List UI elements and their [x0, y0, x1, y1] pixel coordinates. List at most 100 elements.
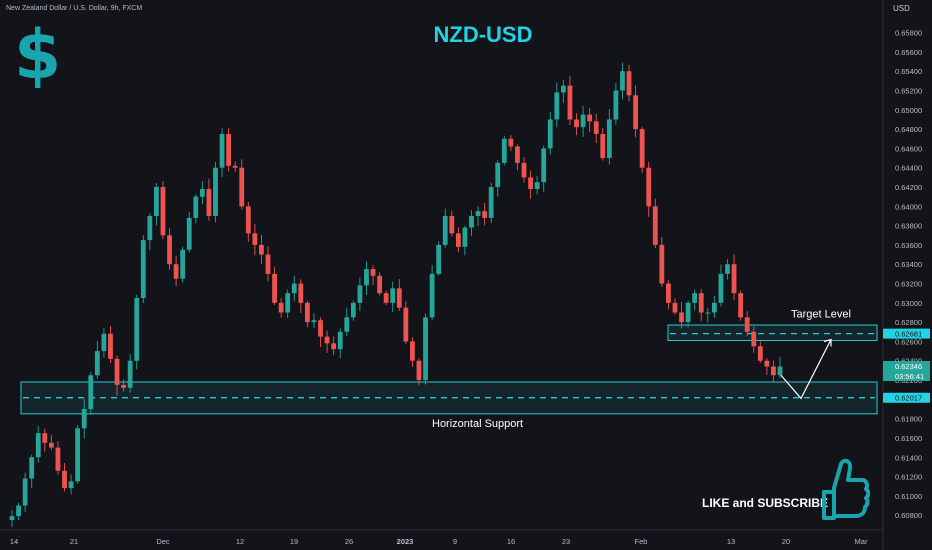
price-tick-label: 0.64400 — [895, 164, 922, 173]
candle-down — [114, 358, 120, 385]
axis-currency-label: USD — [893, 4, 910, 13]
candles-layer — [9, 62, 783, 527]
price-tick-label: 0.63200 — [895, 280, 922, 289]
price-tick-label: 0.64600 — [895, 144, 922, 153]
candle-up — [291, 283, 297, 294]
candle-down — [652, 206, 658, 245]
time-tick-label: 23 — [562, 537, 570, 546]
candle-up — [88, 375, 94, 410]
candle-down — [528, 177, 533, 189]
candle-up — [311, 320, 317, 323]
price-tick-label: 0.62600 — [895, 337, 922, 346]
candle-up — [501, 138, 507, 163]
candle-down — [226, 133, 232, 166]
time-tick-label: 13 — [727, 537, 735, 546]
like-subscribe-text: LIKE and SUBSCRIBE — [702, 496, 829, 510]
candle-down — [567, 85, 573, 120]
dollar-sign-icon: $ — [14, 16, 62, 95]
candle-up — [475, 211, 481, 216]
candle-up — [541, 148, 547, 183]
candle-up — [725, 264, 730, 274]
candle-up — [22, 478, 28, 506]
current-price-tag: 0.62346 — [895, 362, 922, 371]
time-tick-label: 9 — [453, 537, 457, 546]
candle-up — [547, 119, 553, 149]
time-axis[interactable]: 14 21 Dec 12 19 26 2023 9 16 23 Feb 13 20 Mar — [10, 537, 868, 546]
candle-up — [35, 433, 41, 458]
time-tick-label: 12 — [236, 537, 244, 546]
candle-down — [659, 244, 665, 284]
candle-down — [738, 293, 744, 318]
candle-down — [239, 167, 245, 207]
candle-up — [16, 505, 21, 517]
candle-up — [140, 240, 146, 299]
target-level-label: Target Level — [791, 308, 851, 320]
candle-up — [442, 215, 448, 245]
candle-up — [718, 273, 724, 303]
support-price-tag-bg — [883, 392, 930, 403]
projection-arrowhead — [823, 338, 832, 347]
candle-down — [160, 187, 166, 236]
price-tick-label: 0.60800 — [895, 511, 922, 520]
candle-up — [705, 312, 711, 314]
candle-down — [449, 215, 455, 234]
candle-up — [495, 162, 501, 188]
candle-down — [173, 264, 179, 279]
candle-down — [672, 302, 678, 313]
candle-down — [232, 165, 238, 168]
candle-up — [554, 92, 560, 120]
candle-up — [337, 331, 343, 350]
candle-down — [108, 333, 113, 359]
candle-down — [744, 317, 750, 332]
candle-down — [167, 235, 172, 265]
candle-up — [94, 351, 100, 376]
candle-up — [685, 302, 691, 323]
candle-up — [620, 71, 625, 91]
candle-up — [180, 249, 186, 279]
candle-up — [436, 244, 442, 274]
time-tick-label: 14 — [10, 537, 18, 546]
price-tick-label: 0.63000 — [895, 299, 922, 308]
candle-down — [403, 307, 409, 342]
candle-down — [410, 341, 415, 361]
candle-down — [318, 320, 323, 337]
candle-down — [508, 138, 514, 147]
candle-up — [606, 119, 612, 159]
time-tick-label: Dec — [156, 537, 170, 546]
candle-up — [186, 217, 192, 250]
candle-down — [600, 133, 606, 159]
candle-down — [679, 312, 684, 323]
candle-down — [646, 167, 652, 207]
overlay-layer: Target Level Horizontal Support — [432, 308, 851, 429]
price-tick-label: 0.62800 — [895, 318, 922, 327]
time-tick-label: 2023 — [397, 537, 414, 546]
price-tick-label: 0.65800 — [895, 29, 922, 38]
time-tick-label: Feb — [635, 537, 648, 546]
candle-up — [147, 215, 153, 241]
candle-up — [488, 187, 494, 218]
candle-down — [206, 188, 212, 216]
price-tick-label: 0.61600 — [895, 434, 922, 443]
price-axis[interactable]: 0.65800 0.65600 0.65400 0.65200 0.65000 0.648… — [895, 29, 922, 521]
candle-down — [324, 336, 330, 344]
candle-down — [304, 302, 310, 323]
candle-up — [711, 302, 717, 313]
candle-up — [534, 182, 540, 189]
candle-down — [626, 71, 632, 96]
candle-up — [462, 227, 468, 247]
price-tick-label: 0.61400 — [895, 453, 922, 462]
candle-down — [698, 293, 704, 313]
candle-up — [29, 457, 35, 479]
candle-up — [364, 269, 369, 286]
candle-down — [416, 360, 422, 381]
candle-down — [593, 121, 599, 134]
candle-up — [390, 288, 396, 303]
price-tick-label: 0.61200 — [895, 473, 922, 482]
candle-up — [154, 187, 159, 216]
price-tick-label: 0.65400 — [895, 67, 922, 76]
candle-up — [193, 196, 199, 218]
thumbs-up-icon — [822, 458, 870, 520]
candle-up — [75, 428, 81, 482]
